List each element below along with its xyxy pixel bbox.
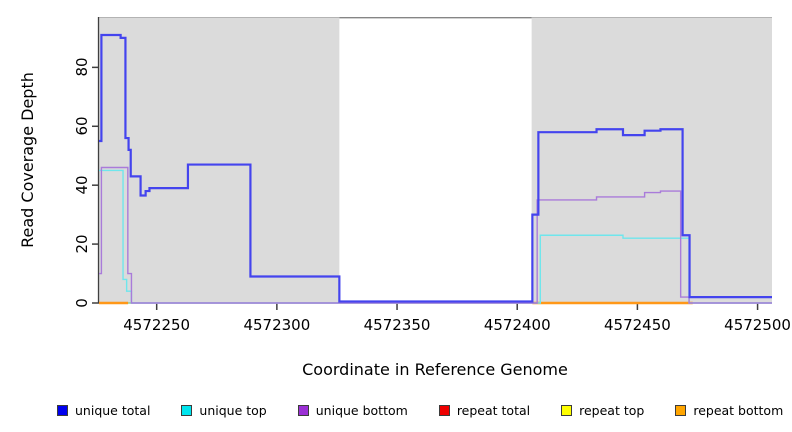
y-tick-label: 80	[73, 57, 91, 77]
legend-item-unique-total: unique total	[57, 403, 150, 418]
x-tick-label: 4572300	[243, 316, 311, 334]
unique-top-swatch-icon	[181, 404, 193, 416]
coverage-gap-band	[339, 17, 532, 303]
unique-total-swatch-icon	[57, 404, 68, 416]
legend-item-repeat-total: repeat total	[438, 402, 531, 418]
repeat-top-swatch-icon	[561, 404, 573, 416]
x-tick-label: 4572350	[363, 316, 431, 334]
legend-label: repeat top	[579, 402, 645, 418]
x-axis-title: Coordinate in Reference Genome	[302, 360, 568, 379]
y-tick-label: 20	[73, 234, 91, 254]
legend-item-unique-bottom: unique bottom	[297, 402, 408, 418]
x-tick-label: 4572450	[603, 316, 671, 334]
repeat-bottom-swatch-icon	[675, 404, 687, 416]
y-tick-label: 60	[73, 116, 91, 136]
x-tick-label: 4572500	[724, 316, 791, 334]
legend-item-repeat-bottom: repeat bottom	[675, 403, 783, 418]
legend-label: unique total	[75, 402, 151, 418]
unique-total-line	[99, 33, 772, 303]
legend-item-repeat-top: repeat top	[561, 403, 644, 418]
legend-label: unique bottom	[315, 402, 408, 418]
y-tick-label: 0	[73, 298, 91, 308]
legend-label: repeat bottom	[693, 402, 784, 418]
unique-bottom-swatch-icon	[297, 404, 309, 416]
x-tick-label: 4572400	[483, 316, 551, 334]
legend: unique total unique top unique bottom repea…	[0, 399, 792, 421]
repeat-total-swatch-icon	[438, 404, 450, 416]
x-tick-label: 4572250	[123, 316, 191, 334]
legend-label: repeat total	[456, 402, 531, 418]
y-tick-label: 40	[73, 175, 91, 195]
y-axis-title: Read Coverage Depth	[18, 72, 37, 248]
legend-label: unique top	[199, 402, 267, 418]
legend-item-unique-top: unique top	[181, 402, 267, 418]
unique-bottom-line	[99, 166, 772, 304]
